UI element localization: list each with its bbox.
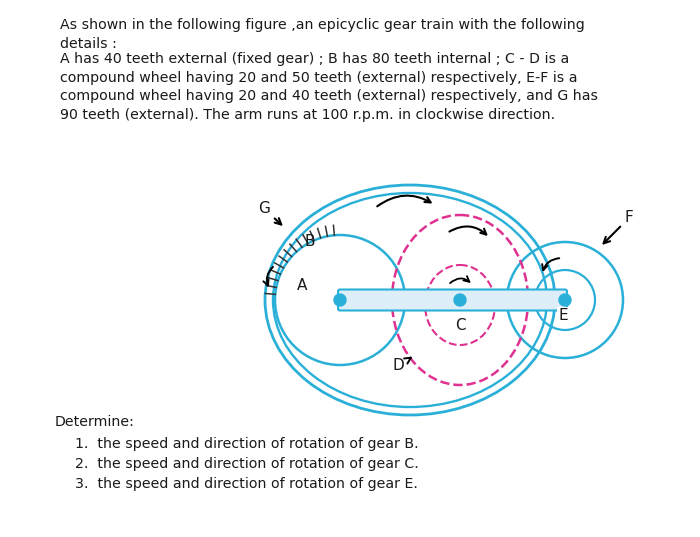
Circle shape (559, 294, 571, 306)
Text: details :: details : (60, 37, 117, 50)
Text: 3.  the speed and direction of rotation of gear E.: 3. the speed and direction of rotation o… (75, 477, 418, 491)
Text: compound wheel having 20 and 50 teeth (external) respectively, E-F is a: compound wheel having 20 and 50 teeth (e… (60, 71, 578, 85)
Text: C: C (455, 317, 466, 332)
Text: compound wheel having 20 and 40 teeth (external) respectively, and G has: compound wheel having 20 and 40 teeth (e… (60, 89, 598, 103)
Circle shape (334, 294, 346, 306)
Text: E: E (558, 308, 568, 323)
Text: 90 teeth (external). The arm runs at 100 r.p.m. in clockwise direction.: 90 teeth (external). The arm runs at 100… (60, 108, 555, 122)
Text: 1.  the speed and direction of rotation of gear B.: 1. the speed and direction of rotation o… (75, 437, 419, 451)
Text: A has 40 teeth external (fixed gear) ; B has 80 teeth internal ; C - D is a: A has 40 teeth external (fixed gear) ; B… (60, 52, 569, 66)
FancyBboxPatch shape (338, 289, 567, 310)
Text: As shown in the following figure ,an epicyclic gear train with the following: As shown in the following figure ,an epi… (60, 18, 584, 32)
Text: G: G (258, 201, 281, 224)
Text: D: D (393, 358, 411, 373)
Circle shape (454, 294, 466, 306)
Text: F: F (603, 210, 634, 243)
Text: 2.  the speed and direction of rotation of gear C.: 2. the speed and direction of rotation o… (75, 457, 419, 471)
Text: A: A (297, 278, 307, 293)
Text: B: B (304, 235, 315, 250)
Text: Determine:: Determine: (55, 415, 135, 429)
